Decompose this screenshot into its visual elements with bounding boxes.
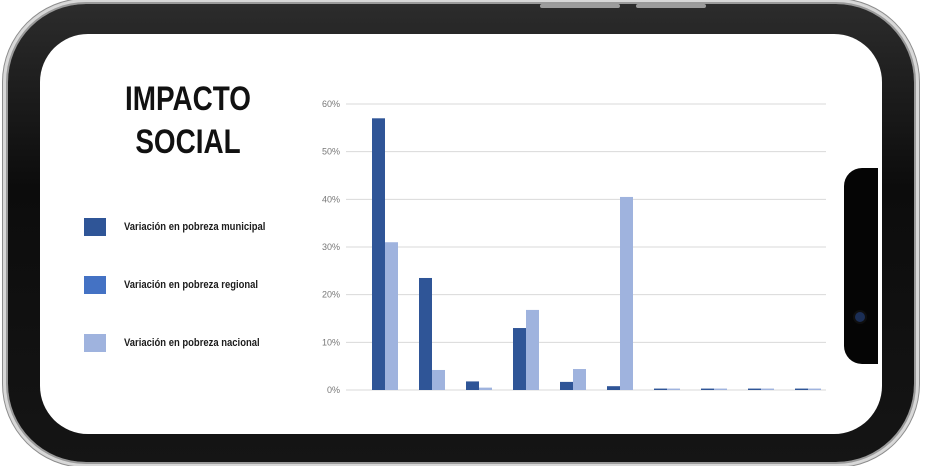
- bar-municipal: [654, 388, 667, 390]
- bar-nacional: [385, 242, 398, 390]
- bar-nacional: [667, 388, 680, 390]
- y-tick-label: 60%: [322, 99, 340, 109]
- bar-municipal: [607, 386, 620, 390]
- legend-item-regional: Variación en pobreza regional: [84, 276, 280, 294]
- bar-municipal: [419, 277, 432, 390]
- legend-item-nacional: Variación en pobreza nacional: [84, 334, 282, 352]
- camera-notch: [844, 168, 878, 364]
- page-title: IMPACTO SOCIAL: [122, 78, 253, 164]
- bar-municipal: [466, 381, 479, 390]
- y-tick-label: 30%: [322, 242, 340, 252]
- bar-nacional: [714, 388, 727, 390]
- legend-label-nacional: Variación en pobreza nacional: [124, 337, 260, 349]
- power-button: [636, 4, 706, 8]
- y-tick-label: 20%: [322, 290, 340, 300]
- bar-nacional: [526, 309, 539, 390]
- bar-municipal: [748, 388, 761, 390]
- bar-chart: 0% 10% 20% 30% 40% 50% 60%: [322, 99, 826, 395]
- bar-municipal: [795, 388, 808, 390]
- y-tick-label: 50%: [322, 147, 340, 157]
- bar-nacional: [432, 369, 445, 390]
- legend-swatch-regional: [84, 276, 106, 294]
- legend-swatch-nacional: [84, 334, 106, 352]
- phone-screen: IMPACTO SOCIAL Variación en pobreza muni…: [40, 34, 882, 434]
- y-tick-label: 40%: [322, 194, 340, 204]
- legend-label-regional: Variación en pobreza regional: [124, 279, 259, 291]
- title-line-2: SOCIAL: [135, 123, 241, 161]
- phone-frame: IMPACTO SOCIAL Variación en pobreza muni…: [8, 4, 914, 462]
- bar-municipal: [513, 328, 526, 390]
- bar-municipal: [701, 388, 714, 390]
- y-tick-label: 10%: [322, 337, 340, 347]
- legend-item-municipal: Variación en pobreza municipal: [84, 218, 288, 236]
- bar-municipal: [372, 118, 385, 391]
- bar-nacional: [761, 388, 774, 390]
- title-line-1: IMPACTO: [125, 80, 251, 118]
- legend-label-municipal: Variación en pobreza municipal: [124, 221, 266, 233]
- bar-nacional: [620, 196, 633, 390]
- bar-municipal: [560, 381, 573, 390]
- camera-lens-icon: [855, 312, 865, 322]
- legend-swatch-municipal: [84, 218, 106, 236]
- volume-button: [540, 4, 620, 8]
- y-tick-label: 0%: [327, 385, 340, 395]
- bar-nacional: [573, 369, 586, 390]
- bar-nacional: [479, 387, 492, 390]
- bar-nacional: [808, 388, 821, 390]
